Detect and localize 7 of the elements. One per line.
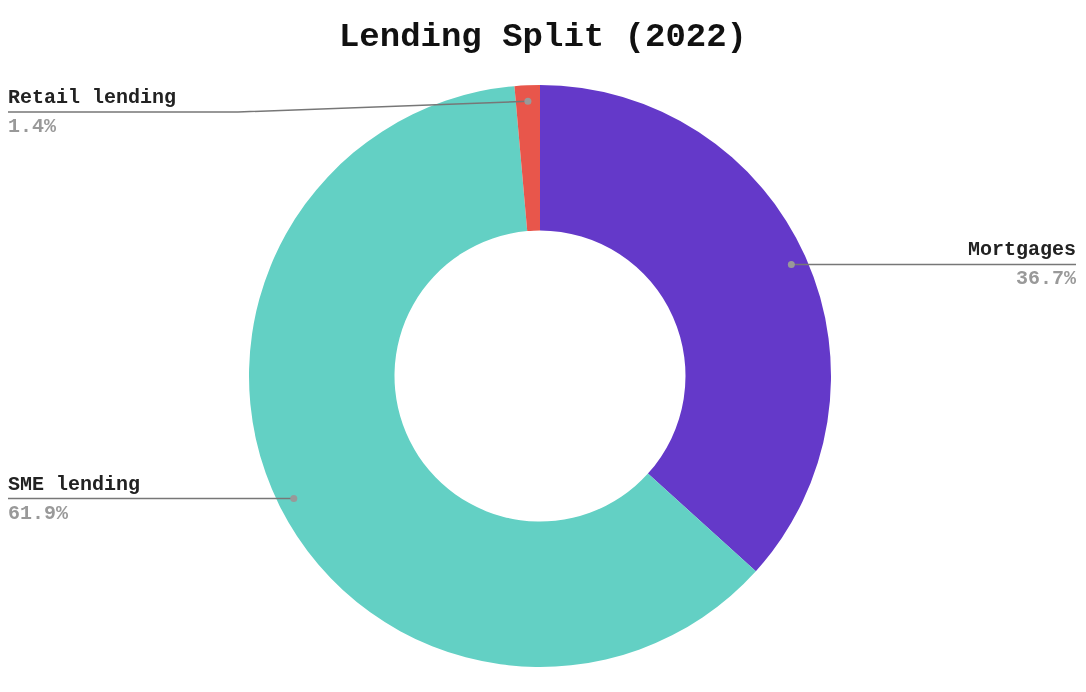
data-label: 61.9%	[8, 501, 70, 525]
data-label: 36.7%	[1015, 267, 1077, 291]
chart-title: Lending Split (2022)	[337, 18, 749, 56]
slice-label: Retail lending	[8, 86, 177, 110]
slice-label: Mortgages	[967, 238, 1076, 262]
data-label: 1.4%	[8, 115, 58, 139]
slice-label: SME lending	[8, 472, 141, 496]
